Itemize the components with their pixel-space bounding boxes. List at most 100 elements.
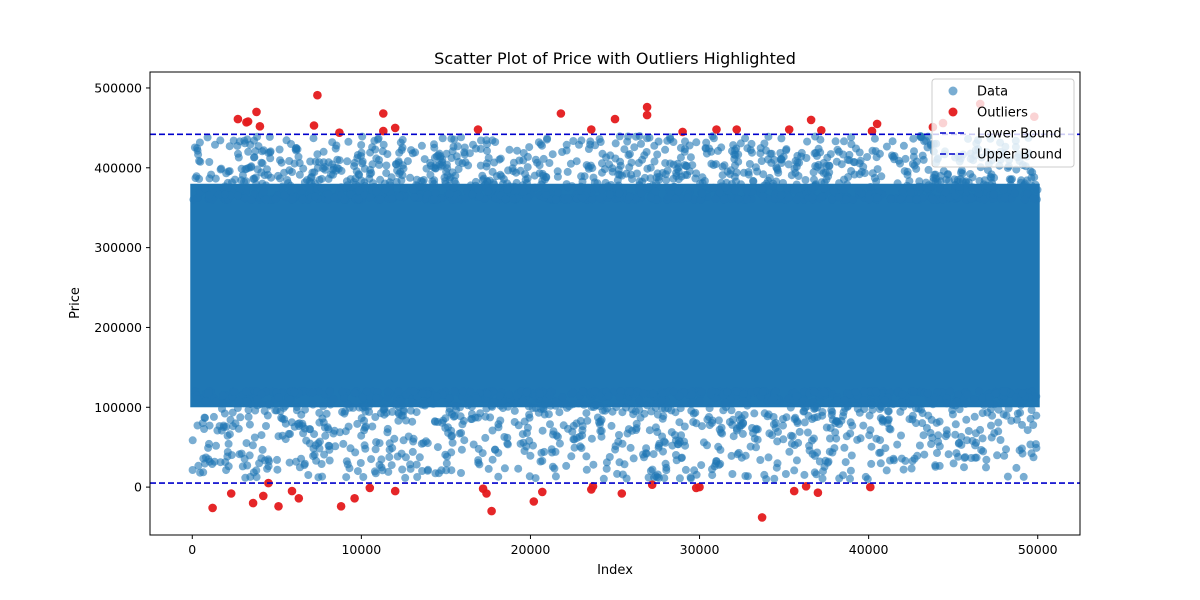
outlier-point	[556, 109, 566, 118]
data-point	[739, 389, 748, 398]
data-point	[979, 447, 988, 456]
data-point	[615, 458, 624, 467]
data-point	[749, 176, 758, 185]
data-point	[394, 387, 403, 396]
data-point	[1012, 415, 1021, 424]
data-point	[653, 150, 662, 159]
data-point	[306, 157, 315, 166]
data-point	[583, 416, 592, 425]
outlier-point	[587, 125, 596, 134]
data-point	[750, 409, 759, 418]
data-point	[760, 470, 769, 479]
data-point	[1023, 176, 1031, 185]
data-point	[772, 463, 781, 472]
legend-box	[931, 78, 1075, 168]
data-point	[658, 396, 666, 405]
outlier-point	[390, 486, 400, 496]
data-point	[562, 461, 571, 470]
outlier-point	[642, 110, 652, 120]
data-point	[723, 167, 732, 176]
data-point	[860, 387, 869, 396]
data-point	[639, 389, 648, 398]
data-point	[753, 167, 762, 176]
data-point	[919, 431, 928, 440]
data-point	[741, 134, 750, 143]
data-point	[406, 464, 415, 473]
data-point	[423, 190, 432, 199]
data-point	[866, 183, 875, 191]
data-point	[1023, 426, 1032, 435]
data-point	[575, 140, 583, 149]
data-point	[217, 426, 226, 435]
data-point	[408, 417, 417, 426]
data-point	[826, 434, 834, 443]
data-point	[708, 418, 716, 427]
data-point	[380, 179, 389, 188]
data-point	[973, 184, 982, 193]
data-point	[676, 153, 685, 162]
data-point	[382, 169, 391, 178]
data-point	[509, 167, 518, 176]
data-point	[1015, 397, 1024, 406]
data-point	[319, 158, 328, 167]
data-point	[857, 167, 866, 176]
data-point	[611, 442, 620, 451]
data-point	[975, 387, 984, 396]
data-point	[237, 164, 246, 173]
x-tick-label: 50000	[1018, 542, 1058, 557]
data-point	[637, 139, 645, 148]
data-point	[696, 179, 705, 188]
data-point	[528, 404, 537, 413]
data-point	[901, 154, 910, 163]
data-point	[578, 387, 587, 396]
data-point	[893, 440, 902, 449]
data-point	[431, 469, 440, 478]
data-point	[430, 194, 439, 203]
data-point	[313, 150, 322, 159]
data-point	[644, 473, 653, 482]
data-point	[812, 470, 821, 479]
data-point	[342, 473, 351, 482]
data-point	[458, 420, 467, 429]
data-point	[794, 438, 803, 447]
data-point	[360, 423, 369, 432]
outlier-point	[294, 494, 304, 503]
data-point	[361, 403, 370, 411]
y-tick-label: 100000	[94, 400, 142, 415]
data-point	[602, 464, 611, 473]
data-point	[265, 401, 274, 410]
data-point	[709, 183, 718, 192]
data-point	[847, 133, 856, 142]
data-point	[309, 400, 317, 409]
data-point	[834, 193, 843, 202]
data-point	[525, 472, 534, 481]
data-point	[748, 148, 756, 157]
data-point	[599, 474, 608, 483]
data-point	[483, 177, 492, 186]
data-point	[614, 165, 623, 174]
data-point	[745, 160, 754, 168]
data-point	[675, 474, 684, 483]
data-point	[518, 397, 527, 406]
data-point	[1028, 168, 1037, 177]
data-point	[319, 418, 328, 427]
data-point	[234, 153, 243, 162]
data-point	[1023, 189, 1032, 198]
data-point	[211, 174, 220, 183]
data-point	[680, 437, 689, 446]
data-point	[697, 461, 706, 470]
data-point	[251, 406, 260, 415]
data-point	[522, 388, 531, 397]
data-point	[681, 137, 689, 146]
data-point	[762, 179, 771, 188]
data-point	[245, 420, 254, 429]
data-point	[475, 192, 484, 201]
data-point	[980, 195, 989, 204]
data-point	[578, 194, 587, 203]
data-point	[391, 400, 400, 409]
data-point	[776, 155, 785, 164]
data-point	[640, 453, 648, 462]
data-point	[876, 459, 885, 468]
data-point	[294, 152, 303, 161]
data-point	[705, 404, 714, 413]
